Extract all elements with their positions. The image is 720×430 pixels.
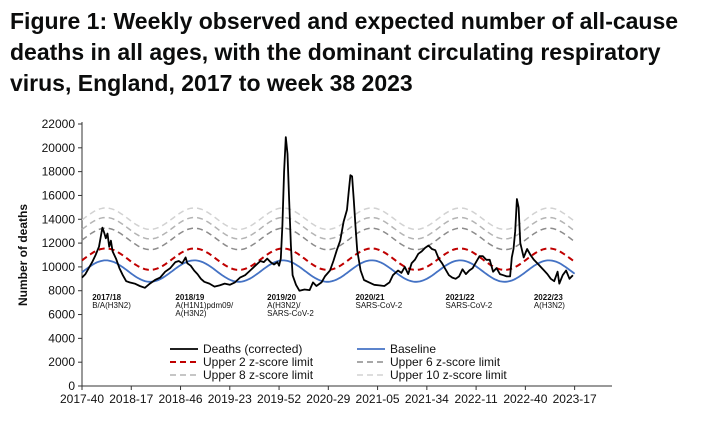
season-virus-label: SARS-CoV-2 [355, 301, 402, 310]
x-tick-label: 2020-29 [306, 392, 350, 406]
season-virus-label: A(H3N2)/ [267, 301, 301, 310]
season-virus-label: B/A(H3N2) [92, 301, 131, 310]
y-tick-label: 6000 [48, 308, 75, 322]
y-tick-label: 4000 [48, 331, 75, 345]
legend-label: Upper 8 z-score limit [203, 368, 314, 382]
x-tick-label: 2018-46 [159, 392, 203, 406]
x-tick-label: 2017-40 [60, 392, 104, 406]
legend-label: Upper 6 z-score limit [390, 355, 501, 369]
x-tick-label: 2019-52 [257, 392, 301, 406]
season-year-label: 2021/22 [446, 293, 475, 302]
y-tick-label: 22000 [42, 117, 76, 131]
y-tick-label: 2000 [48, 355, 75, 369]
x-tick-label: 2022-40 [503, 392, 547, 406]
y-tick-label: 14000 [42, 212, 76, 226]
series-line-deaths-corrected [81, 136, 574, 292]
y-tick-label: 16000 [42, 188, 76, 202]
season-virus-label: A(H1N1)pdm09/ [175, 301, 234, 310]
season-virus-label: A(H3N2) [534, 301, 565, 310]
season-year-label: 2022/23 [534, 293, 563, 302]
x-tick-label: 2021-34 [405, 392, 449, 406]
y-tick-label: 18000 [42, 165, 76, 179]
y-tick-label: 20000 [42, 141, 76, 155]
y-axis-label: Number of deaths [16, 204, 30, 306]
series-line-upper-6-z-score-limit [81, 227, 576, 251]
chart-title: Figure 1: Weekly observed and expected n… [10, 8, 679, 96]
legend-label: Deaths (corrected) [203, 342, 302, 356]
x-tick-label: 2023-17 [553, 392, 597, 406]
x-tick-label: 2018-17 [109, 392, 153, 406]
series-line-upper-2-z-score-limit [81, 247, 576, 271]
season-year-label: 2020/21 [355, 293, 384, 302]
y-tick-label: 10000 [42, 260, 76, 274]
season-virus-label: SARS-CoV-2 [267, 309, 314, 318]
x-tick-label: 2021-05 [356, 392, 400, 406]
y-tick-label: 8000 [48, 284, 75, 298]
legend-label: Upper 10 z-score limit [390, 368, 507, 382]
y-tick-label: 0 [68, 379, 75, 393]
series-line-upper-8-z-score-limit [81, 216, 576, 240]
x-tick-label: 2022-11 [455, 392, 498, 406]
x-tick-label: 2019-23 [208, 392, 252, 406]
series-line-upper-10-z-score-limit [81, 207, 576, 231]
series-line-baseline [81, 259, 576, 283]
season-year-label: 2018/19 [175, 293, 204, 302]
legend-label: Baseline [390, 342, 436, 356]
legend-label: Upper 2 z-score limit [203, 355, 314, 369]
season-year-label: 2017/18 [92, 293, 121, 302]
y-tick-label: 12000 [42, 236, 76, 250]
season-virus-label: SARS-CoV-2 [446, 301, 493, 310]
season-virus-label: A(H3N2) [175, 309, 206, 318]
season-year-label: 2019/20 [267, 293, 296, 302]
